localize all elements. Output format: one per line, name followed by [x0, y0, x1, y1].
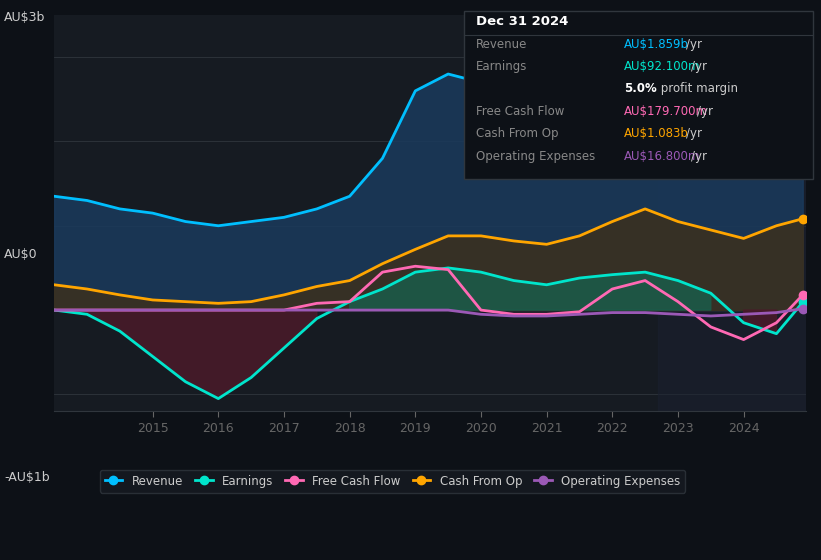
- Text: /yr: /yr: [691, 150, 707, 162]
- Legend: Revenue, Earnings, Free Cash Flow, Cash From Op, Operating Expenses: Revenue, Earnings, Free Cash Flow, Cash …: [100, 470, 686, 492]
- Text: AU$3b: AU$3b: [4, 11, 45, 24]
- Text: /yr: /yr: [691, 60, 707, 73]
- Text: -AU$1b: -AU$1b: [4, 470, 50, 484]
- Text: profit margin: profit margin: [657, 82, 738, 95]
- Text: Revenue: Revenue: [476, 38, 528, 50]
- Text: Cash From Op: Cash From Op: [476, 127, 558, 140]
- Text: Operating Expenses: Operating Expenses: [476, 150, 595, 162]
- Text: Free Cash Flow: Free Cash Flow: [476, 105, 565, 118]
- Text: AU$179.700m: AU$179.700m: [624, 105, 708, 118]
- Text: Dec 31 2024: Dec 31 2024: [476, 15, 569, 28]
- Text: /yr: /yr: [686, 127, 701, 140]
- Text: AU$0: AU$0: [4, 248, 38, 262]
- Text: AU$92.100m: AU$92.100m: [624, 60, 700, 73]
- Text: AU$1.083b: AU$1.083b: [624, 127, 689, 140]
- Text: 5.0%: 5.0%: [624, 82, 657, 95]
- Text: AU$1.859b: AU$1.859b: [624, 38, 689, 50]
- Text: /yr: /yr: [686, 38, 701, 50]
- Text: /yr: /yr: [697, 105, 713, 118]
- Text: Earnings: Earnings: [476, 60, 528, 73]
- Bar: [658, 15, 810, 411]
- Text: AU$16.800m: AU$16.800m: [624, 150, 700, 162]
